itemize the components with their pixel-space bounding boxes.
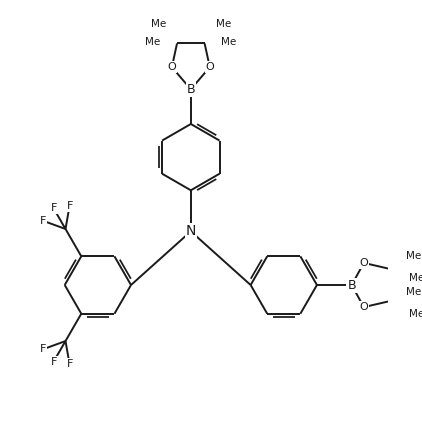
Text: B: B <box>347 279 356 292</box>
Text: Me: Me <box>151 19 166 29</box>
Text: O: O <box>360 302 368 312</box>
Text: F: F <box>51 357 57 367</box>
Text: O: O <box>206 62 214 72</box>
Text: F: F <box>66 201 73 211</box>
Text: B: B <box>187 83 195 96</box>
Text: Me: Me <box>408 273 422 283</box>
Text: Me: Me <box>406 251 422 261</box>
Text: F: F <box>40 216 46 226</box>
Text: O: O <box>360 258 368 268</box>
Text: F: F <box>40 344 46 354</box>
Text: Me: Me <box>145 37 160 47</box>
Text: Me: Me <box>221 37 236 47</box>
Text: N: N <box>186 225 196 238</box>
Text: Me: Me <box>216 19 231 29</box>
Text: O: O <box>168 62 176 72</box>
Text: F: F <box>51 204 57 214</box>
Text: Me: Me <box>406 287 422 297</box>
Text: Me: Me <box>408 309 422 319</box>
Text: F: F <box>66 359 73 369</box>
